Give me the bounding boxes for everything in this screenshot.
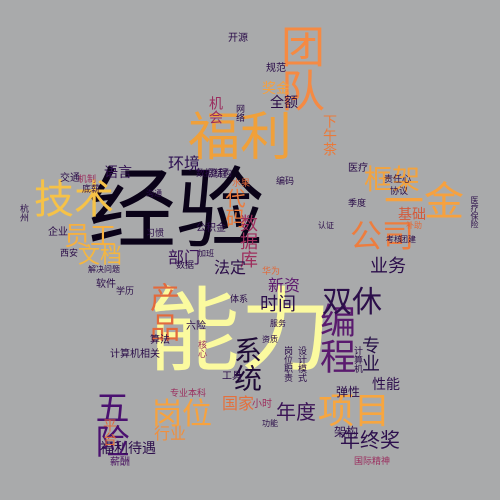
word-tuandui: 团队 bbox=[273, 24, 324, 112]
word-kuangjia: 框架 bbox=[364, 163, 421, 196]
word-xieyi: 协议 bbox=[390, 187, 409, 197]
word-xiangmu: 项目 bbox=[318, 391, 391, 432]
word-liuxian: 六险 bbox=[186, 321, 206, 332]
word-guifan: 规范 bbox=[266, 63, 286, 74]
word-quane: 全额 bbox=[270, 95, 298, 111]
word-gangweizhize: 岗位职责 bbox=[282, 346, 292, 382]
word-xinchou: 薪酬 bbox=[110, 457, 130, 468]
word-bianma: 编码 bbox=[276, 177, 295, 187]
word-qiye: 企业 bbox=[48, 227, 68, 238]
word-jiaotong: 交通 bbox=[60, 173, 80, 184]
word-liucheng: 流程 bbox=[208, 169, 228, 180]
word-gongneng: 功能 bbox=[262, 419, 278, 428]
word-wangluo: 网络 bbox=[234, 104, 244, 122]
word-hangzhou: 杭州 bbox=[18, 204, 28, 222]
word-wuxian: 五险 bbox=[89, 390, 129, 458]
word-jichu: 基础 bbox=[398, 207, 426, 223]
word-jiejuewenti: 解决问题 bbox=[88, 265, 120, 274]
word-jisuanjixiangguan: 计算机相关 bbox=[110, 349, 160, 360]
word-goutong: 沟通 bbox=[146, 189, 162, 198]
word-nengli: 能力 bbox=[148, 278, 333, 385]
word-daima: 代码 bbox=[222, 188, 246, 228]
word-xinzi: 新资 bbox=[268, 276, 301, 295]
word-xiguan: 习惯 bbox=[146, 229, 165, 239]
word-gangwei: 岗位 bbox=[152, 397, 212, 432]
word-jishu: 技术 bbox=[34, 177, 114, 223]
word-fuwu: 服务 bbox=[270, 319, 286, 328]
word-renzheng: 认证 bbox=[318, 221, 334, 230]
word-shuju: 数据 bbox=[176, 261, 195, 271]
word-fuli: 福利 bbox=[188, 108, 293, 168]
word-jingyan: 经验 bbox=[88, 158, 265, 261]
word-jiagou: 架构 bbox=[334, 425, 359, 439]
word-huawei: 华为 bbox=[262, 267, 281, 277]
word-fading: 法定 bbox=[214, 258, 247, 277]
word-biancheng: 编程 bbox=[314, 302, 355, 374]
word-zerenxin: 责任心 bbox=[384, 175, 412, 185]
word-xiaoshi: 小时 bbox=[252, 399, 272, 410]
word-jizhi: 机制 bbox=[78, 175, 97, 185]
word-suanfa: 算法 bbox=[150, 335, 170, 346]
word-yiliaobaoxian: 医疗保险 bbox=[470, 196, 479, 228]
word-xiawucha: 下午茶 bbox=[321, 114, 337, 156]
word-yijin: 一金 bbox=[384, 179, 464, 225]
word-shujujiegou: 数据结构 bbox=[196, 169, 233, 179]
word-gongsi: 公司 bbox=[350, 217, 415, 255]
word-tanxing: 弹性 bbox=[336, 385, 361, 399]
word-niandu: 年度 bbox=[276, 400, 316, 424]
word-chanpin: 产品 bbox=[144, 282, 179, 342]
word-yuangong: 员工 bbox=[64, 222, 117, 252]
word-kaohe: 考核 bbox=[386, 235, 402, 244]
word-bumen: 部门 bbox=[168, 248, 201, 267]
word-xitong: 系统 bbox=[230, 336, 263, 392]
word-wendang: 文档 bbox=[78, 244, 123, 269]
word-kaiyuan: 开源 bbox=[228, 33, 248, 44]
word-gongjijin: 公积金 bbox=[196, 223, 226, 234]
word-guojia: 国家 bbox=[222, 394, 255, 413]
word-xingneng: 性能 bbox=[372, 377, 400, 393]
word-jisuanji: 计算机 bbox=[352, 346, 362, 373]
word-jiaban: 加班 bbox=[198, 249, 214, 258]
word-shuiguo: 水果 bbox=[232, 179, 251, 189]
word-shijian: 时间 bbox=[260, 294, 296, 315]
word-yewu: 业务 bbox=[370, 256, 406, 277]
word-ruanjian: 软件 bbox=[96, 279, 116, 290]
word-shuangxiu: 双休 bbox=[322, 285, 382, 320]
word-jidu: 季度 bbox=[348, 199, 367, 209]
word-hexin: 核心 bbox=[196, 340, 206, 358]
word-zhuanyebenke: 专业本科 bbox=[170, 389, 207, 399]
word-dixin: 底薪 bbox=[82, 185, 101, 195]
word-fulidaiyu: 福利待遇 bbox=[100, 441, 156, 457]
word-zizhi: 资质 bbox=[262, 335, 278, 344]
word-tuanjian: 团建 bbox=[400, 235, 416, 244]
word-shejimoshi: 设计模式 bbox=[296, 346, 306, 382]
word-yuyan: 语言 bbox=[104, 165, 132, 181]
word-xian: 西安 bbox=[60, 249, 79, 259]
word-pingtai: 平台 bbox=[101, 418, 117, 446]
word-buzhu: 补助 bbox=[406, 221, 422, 230]
word-xueli: 学历 bbox=[116, 287, 135, 297]
word-jiangjin: 奖金 bbox=[262, 81, 290, 97]
word-hangye: 行业 bbox=[154, 424, 187, 443]
word-huanjing: 环境 bbox=[168, 154, 201, 173]
word-nianzhongjiang: 年终奖 bbox=[340, 428, 400, 452]
word-gongju: 工具 bbox=[222, 371, 242, 382]
word-zhuanye: 专业 bbox=[359, 336, 380, 372]
word-tixi: 体系 bbox=[230, 295, 249, 305]
word-jihui: 机会 bbox=[207, 96, 223, 124]
word-shujuku: 数据库 bbox=[237, 214, 258, 268]
word-guojijingshen: 国际精神 bbox=[354, 457, 391, 467]
word-yiliao: 医疗 bbox=[348, 163, 368, 174]
